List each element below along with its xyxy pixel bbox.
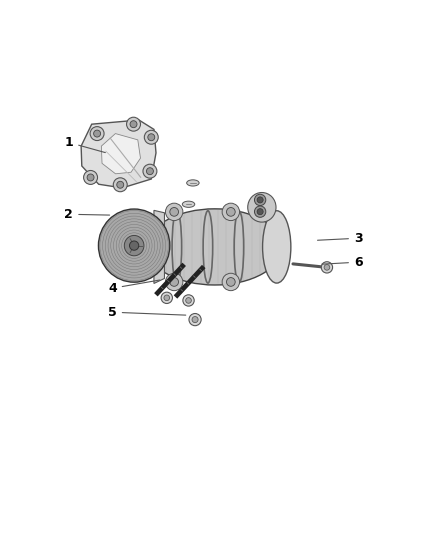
- Circle shape: [170, 278, 179, 286]
- Polygon shape: [101, 134, 141, 174]
- Text: 5: 5: [108, 306, 186, 319]
- Ellipse shape: [99, 209, 170, 282]
- Circle shape: [324, 264, 330, 270]
- Circle shape: [144, 130, 158, 144]
- Circle shape: [257, 197, 263, 203]
- Circle shape: [143, 164, 157, 178]
- Circle shape: [226, 207, 235, 216]
- Circle shape: [186, 297, 191, 303]
- Text: 6: 6: [322, 256, 363, 269]
- Circle shape: [130, 241, 139, 251]
- Circle shape: [113, 178, 127, 192]
- Circle shape: [222, 203, 240, 221]
- Circle shape: [192, 317, 198, 322]
- Ellipse shape: [124, 236, 144, 256]
- Circle shape: [84, 171, 98, 184]
- Circle shape: [148, 134, 155, 141]
- Circle shape: [166, 273, 183, 290]
- Circle shape: [254, 194, 266, 206]
- Circle shape: [161, 292, 173, 303]
- Circle shape: [164, 295, 170, 301]
- Circle shape: [146, 168, 153, 175]
- Ellipse shape: [248, 192, 276, 222]
- Circle shape: [170, 207, 179, 216]
- Circle shape: [127, 117, 141, 131]
- Circle shape: [321, 262, 332, 273]
- Circle shape: [257, 208, 263, 215]
- Circle shape: [117, 181, 124, 188]
- Ellipse shape: [187, 180, 199, 186]
- Circle shape: [254, 206, 266, 217]
- Text: 2: 2: [64, 208, 110, 221]
- Text: 3: 3: [318, 232, 363, 245]
- Polygon shape: [81, 120, 156, 188]
- Polygon shape: [154, 211, 164, 284]
- Ellipse shape: [147, 209, 282, 285]
- Circle shape: [130, 120, 137, 128]
- Circle shape: [222, 273, 240, 290]
- Circle shape: [166, 203, 183, 221]
- Ellipse shape: [182, 201, 195, 207]
- Text: 1: 1: [64, 136, 106, 152]
- Ellipse shape: [262, 211, 291, 283]
- Circle shape: [189, 313, 201, 326]
- Text: 4: 4: [108, 280, 160, 295]
- Circle shape: [226, 278, 235, 286]
- Circle shape: [183, 295, 194, 306]
- Circle shape: [94, 130, 101, 137]
- Circle shape: [90, 127, 104, 141]
- Circle shape: [87, 174, 94, 181]
